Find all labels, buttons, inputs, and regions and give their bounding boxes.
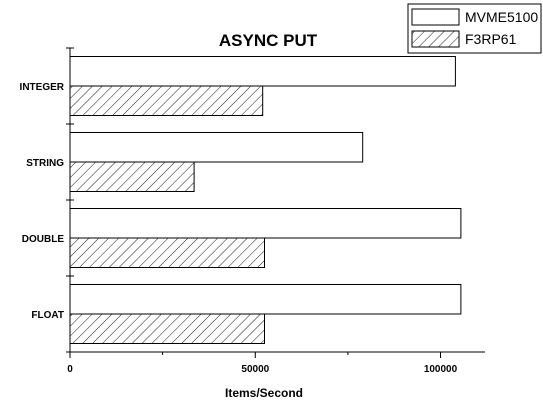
bar-float-f3rp61 bbox=[69, 313, 265, 344]
legend: MVME5100 F3RP61 bbox=[407, 3, 542, 54]
category-label-float: FLOAT bbox=[31, 310, 64, 321]
category-label-integer: INTEGER bbox=[20, 82, 65, 93]
bar-double-mvme5100 bbox=[69, 208, 462, 239]
x-axis-label: Items/Second bbox=[225, 386, 303, 400]
x-tick-label-100000: 100000 bbox=[424, 364, 458, 375]
category-label-string: STRING bbox=[26, 158, 64, 169]
bar-string-f3rp61 bbox=[69, 161, 195, 192]
legend-label-f3rp61: F3RP61 bbox=[465, 31, 517, 47]
bars-group bbox=[69, 56, 462, 344]
category-ticks: INTEGER STRING DOUBLE FLOAT bbox=[20, 47, 74, 353]
bar-integer-f3rp61 bbox=[69, 85, 264, 116]
category-label-double: DOUBLE bbox=[22, 234, 65, 245]
bar-float-mvme5100 bbox=[69, 284, 462, 315]
legend-swatch-f3rp61 bbox=[411, 30, 460, 48]
legend-label-mvme5100: MVME5100 bbox=[465, 9, 538, 25]
bar-string-mvme5100 bbox=[69, 132, 364, 163]
x-axis-ticks: 0 50000 100000 bbox=[67, 352, 458, 375]
x-tick-label-50000: 50000 bbox=[241, 364, 269, 375]
legend-swatch-mvme5100 bbox=[411, 8, 460, 26]
bar-double-f3rp61 bbox=[69, 237, 265, 268]
chart-title: ASYNC PUT bbox=[219, 31, 318, 50]
bar-integer-mvme5100 bbox=[69, 56, 456, 87]
x-tick-label-0: 0 bbox=[67, 364, 73, 375]
